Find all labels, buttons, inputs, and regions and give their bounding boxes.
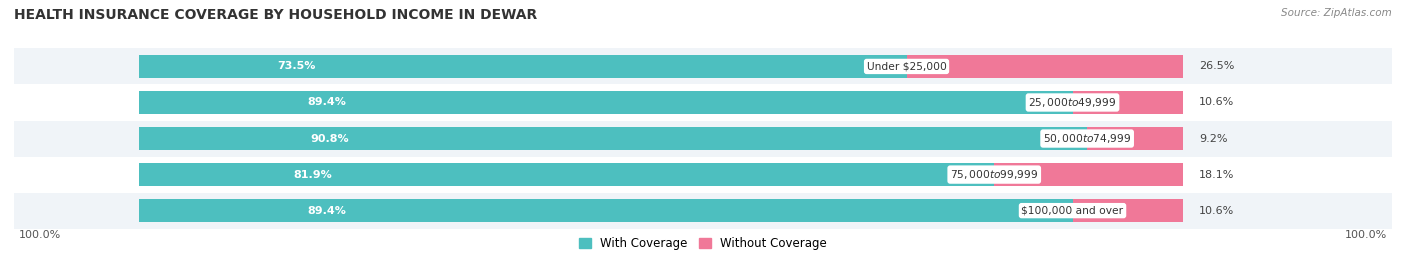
Text: 18.1%: 18.1% (1199, 169, 1234, 180)
Bar (1073, 199, 1184, 222)
Text: $75,000 to $99,999: $75,000 to $99,999 (950, 168, 1039, 181)
Bar (139, 127, 1087, 150)
Bar (14, 121, 1392, 157)
Bar (907, 55, 1184, 78)
Text: 10.6%: 10.6% (1199, 97, 1234, 108)
Text: $25,000 to $49,999: $25,000 to $49,999 (1028, 96, 1116, 109)
Bar (139, 163, 994, 186)
Text: 10.6%: 10.6% (1199, 206, 1234, 216)
Text: 100.0%: 100.0% (1344, 231, 1386, 240)
Text: $100,000 and over: $100,000 and over (1022, 206, 1123, 216)
Text: 26.5%: 26.5% (1199, 61, 1234, 72)
Bar (14, 193, 1392, 229)
Text: Under $25,000: Under $25,000 (866, 61, 946, 72)
Text: 89.4%: 89.4% (308, 206, 346, 216)
Text: $50,000 to $74,999: $50,000 to $74,999 (1043, 132, 1132, 145)
Bar (14, 48, 1392, 84)
Bar (139, 55, 907, 78)
Bar (14, 84, 1392, 121)
Bar (14, 157, 1392, 193)
Text: 89.4%: 89.4% (308, 97, 346, 108)
Bar (1087, 127, 1184, 150)
Bar (139, 91, 1073, 114)
Text: 81.9%: 81.9% (294, 169, 332, 180)
Text: 90.8%: 90.8% (309, 133, 349, 144)
Text: 100.0%: 100.0% (20, 231, 62, 240)
Bar (994, 163, 1184, 186)
Text: 73.5%: 73.5% (277, 61, 316, 72)
Text: Source: ZipAtlas.com: Source: ZipAtlas.com (1281, 8, 1392, 18)
Text: 9.2%: 9.2% (1199, 133, 1227, 144)
Bar (1073, 91, 1184, 114)
Legend: With Coverage, Without Coverage: With Coverage, Without Coverage (574, 233, 832, 255)
Text: HEALTH INSURANCE COVERAGE BY HOUSEHOLD INCOME IN DEWAR: HEALTH INSURANCE COVERAGE BY HOUSEHOLD I… (14, 8, 537, 22)
Bar (139, 199, 1073, 222)
